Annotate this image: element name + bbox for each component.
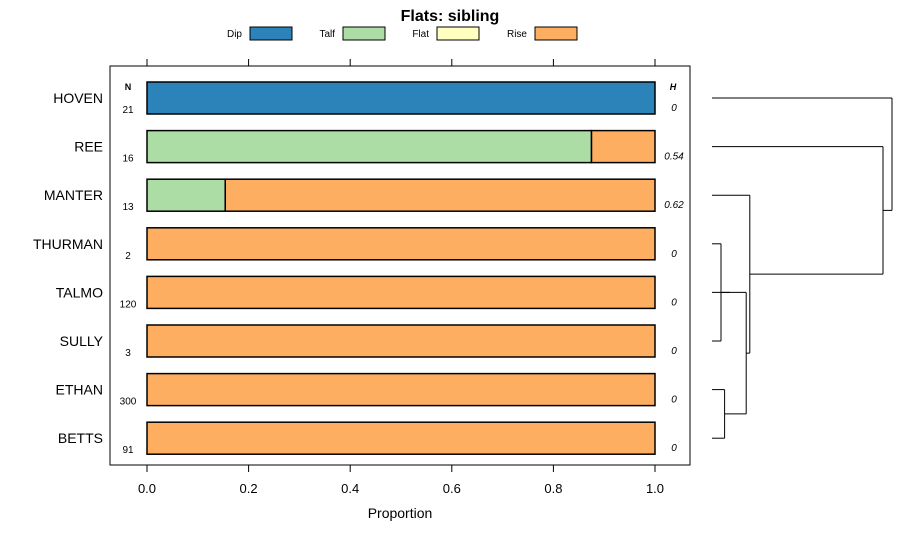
bar-segment-dip — [146, 81, 656, 115]
n-column-header: N — [125, 82, 132, 92]
h-value: 0.54 — [664, 152, 684, 163]
bar-segment-rise — [146, 324, 656, 358]
n-value: 16 — [122, 154, 134, 165]
bar-segment-rise — [146, 275, 656, 310]
n-value: 91 — [122, 445, 134, 456]
category-label: BETTS — [58, 430, 103, 446]
legend-swatch-talf — [342, 26, 386, 41]
n-value: 21 — [122, 105, 134, 116]
x-tick-label: 1.0 — [646, 481, 664, 496]
x-tick-label: 0.8 — [544, 481, 562, 496]
n-value: 2 — [125, 251, 131, 262]
axes: 0.0 0.2 0.4 0.6 0.8 1.0 — [138, 59, 664, 496]
legend-swatch-rise — [534, 26, 578, 41]
bars: HOVEN 21 0 REE 16 0.54 MANTER 13 0.62 THURMAN 2 0 TA… — [33, 81, 684, 456]
x-tick-label: 0.6 — [443, 481, 461, 496]
bar-segment-rise — [590, 129, 656, 164]
h-value: 0 — [671, 346, 677, 357]
h-value: 0 — [671, 249, 677, 260]
bar-segment-rise — [146, 372, 656, 407]
category-label: HOVEN — [53, 90, 103, 106]
legend-swatch-flat — [436, 26, 480, 41]
x-tick-label: 0.2 — [240, 481, 258, 496]
legend: Dip Talf Flat Rise — [227, 26, 578, 41]
h-value: 0 — [671, 395, 677, 406]
n-value: 120 — [120, 299, 137, 310]
chart-title: Flats: sibling — [401, 8, 500, 25]
category-label: ETHAN — [56, 382, 103, 398]
legend-label-talf: Talf — [319, 29, 335, 40]
bar-segment-rise — [146, 227, 656, 261]
category-label: SULLY — [60, 333, 104, 349]
x-axis-title: Proportion — [368, 505, 433, 521]
x-tick-label: 0.4 — [341, 481, 359, 496]
bar-segment-rise — [224, 178, 656, 212]
n-value: 300 — [120, 397, 137, 408]
legend-label-dip: Dip — [227, 29, 242, 40]
n-value: 13 — [122, 202, 134, 213]
bar-segment-talf — [146, 129, 593, 164]
category-label: THURMAN — [33, 236, 103, 252]
h-value: 0 — [671, 103, 677, 114]
plot-frame — [109, 65, 691, 466]
legend-swatch-dip — [249, 26, 293, 41]
bar-segment-rise — [146, 421, 656, 455]
x-tick-label: 0.0 — [138, 481, 156, 496]
legend-label-rise: Rise — [507, 29, 527, 40]
category-label: MANTER — [44, 187, 103, 203]
category-label: TALMO — [56, 284, 103, 300]
bar-segment-talf — [146, 178, 226, 212]
h-value: 0 — [671, 443, 677, 454]
n-value: 3 — [125, 348, 131, 359]
h-value: 0.62 — [664, 200, 684, 211]
dendrogram — [712, 97, 893, 439]
category-label: REE — [74, 139, 103, 155]
h-value: 0 — [671, 297, 677, 308]
legend-label-flat: Flat — [412, 29, 429, 40]
h-column-header: H — [670, 82, 677, 92]
